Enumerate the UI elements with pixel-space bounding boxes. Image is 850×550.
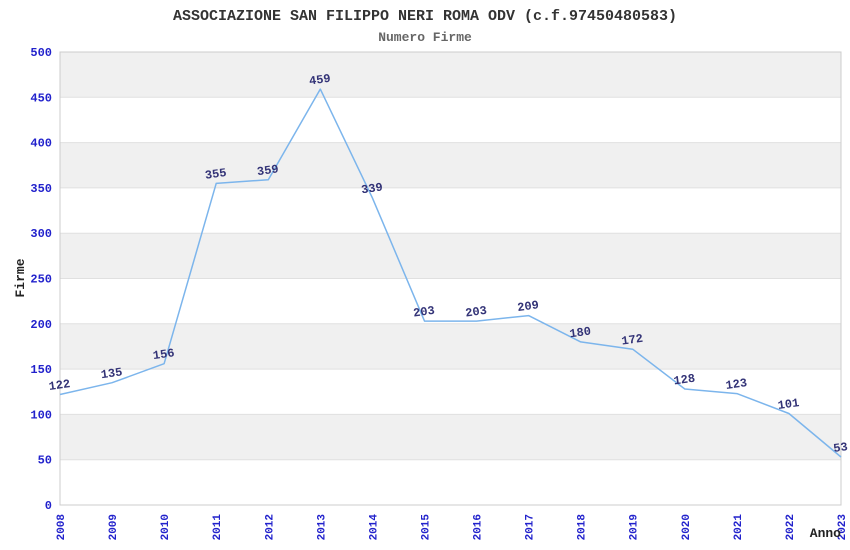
plot-border: [59, 51, 842, 506]
x-tick-label: 2015: [420, 514, 432, 541]
data-point-label: 101: [777, 396, 800, 413]
grid-band: [60, 233, 841, 279]
y-tick-label: 0: [45, 499, 52, 513]
x-tick-label: 2023: [837, 514, 849, 541]
y-tick-label: 250: [30, 273, 52, 287]
chart-title: ASSOCIAZIONE SAN FILIPPO NERI ROMA ODV (…: [173, 8, 677, 25]
data-point-label: 53: [832, 440, 848, 456]
data-point-label: 209: [517, 298, 540, 315]
y-axis-title: Firme: [13, 258, 28, 297]
data-point-label: 123: [725, 376, 748, 393]
data-point-label: 122: [48, 377, 71, 394]
y-tick-label: 200: [30, 318, 52, 332]
data-point-label: 359: [256, 162, 279, 179]
x-tick-label: 2019: [629, 514, 641, 540]
data-point-label: 203: [412, 304, 435, 321]
data-point-label: 203: [464, 304, 487, 321]
chart-subtitle: Numero Firme: [378, 30, 472, 45]
grid-band: [60, 323, 841, 370]
data-point-label: 459: [308, 72, 331, 89]
data-point-label: 128: [673, 372, 696, 389]
grid-band: [60, 52, 841, 98]
x-tick-label: 2013: [316, 514, 328, 541]
data-point-label: 339: [360, 180, 383, 197]
y-tick-label: 300: [30, 227, 52, 241]
grid-band: [60, 142, 841, 188]
y-tick-label: 400: [30, 137, 52, 151]
data-point-label: 156: [152, 346, 175, 363]
x-tick-label: 2021: [733, 514, 745, 541]
grid-band: [60, 414, 841, 460]
x-tick-label: 2008: [56, 514, 68, 541]
y-tick-label: 500: [30, 46, 52, 60]
x-tick-label: 2012: [264, 514, 276, 540]
data-point-label: 172: [621, 332, 644, 349]
plot-area: 0 50 100 150 200 250 300 350 400 450 500 2008 2009 20…: [30, 46, 849, 540]
x-tick-label: 2011: [212, 514, 224, 541]
series-line: [59, 88, 842, 458]
x-axis-title: Anno: [810, 526, 841, 541]
y-tick-label: 450: [30, 91, 52, 105]
x-tick-label: 2022: [785, 514, 797, 540]
x-tick-label: 2016: [473, 514, 485, 540]
x-tick-label: 2017: [525, 514, 537, 540]
y-tick-label: 150: [30, 363, 52, 377]
y-tick-label: 350: [30, 182, 52, 196]
x-tick-label: 2020: [681, 514, 693, 540]
x-tick-label: 2010: [160, 514, 172, 540]
data-point-label: 355: [204, 166, 227, 183]
x-tick-label: 2009: [108, 514, 120, 540]
x-tick-label: 2014: [368, 514, 380, 541]
data-point-label: 180: [569, 325, 592, 342]
y-tick-label: 100: [30, 408, 52, 422]
data-point-label: 135: [100, 365, 123, 382]
x-tick-label: 2018: [577, 514, 589, 541]
y-tick-label: 50: [38, 454, 52, 468]
